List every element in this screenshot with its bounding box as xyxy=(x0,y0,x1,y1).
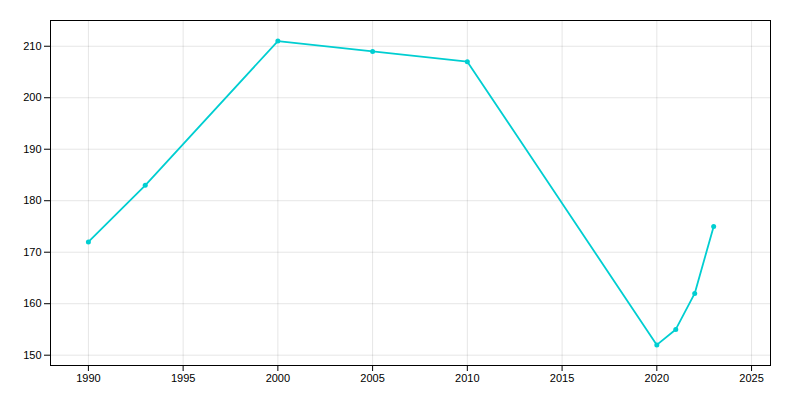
svg-text:190: 190 xyxy=(23,143,41,155)
svg-text:150: 150 xyxy=(23,349,41,361)
svg-text:2020: 2020 xyxy=(645,372,669,384)
svg-text:2005: 2005 xyxy=(360,372,384,384)
svg-text:210: 210 xyxy=(23,40,41,52)
svg-text:1995: 1995 xyxy=(171,372,195,384)
svg-text:170: 170 xyxy=(23,246,41,258)
svg-text:1990: 1990 xyxy=(76,372,100,384)
svg-text:180: 180 xyxy=(23,194,41,206)
svg-text:2015: 2015 xyxy=(550,372,574,384)
svg-text:2025: 2025 xyxy=(739,372,763,384)
svg-text:200: 200 xyxy=(23,91,41,103)
svg-text:160: 160 xyxy=(23,297,41,309)
svg-text:2000: 2000 xyxy=(266,372,290,384)
svg-text:2010: 2010 xyxy=(455,372,479,384)
